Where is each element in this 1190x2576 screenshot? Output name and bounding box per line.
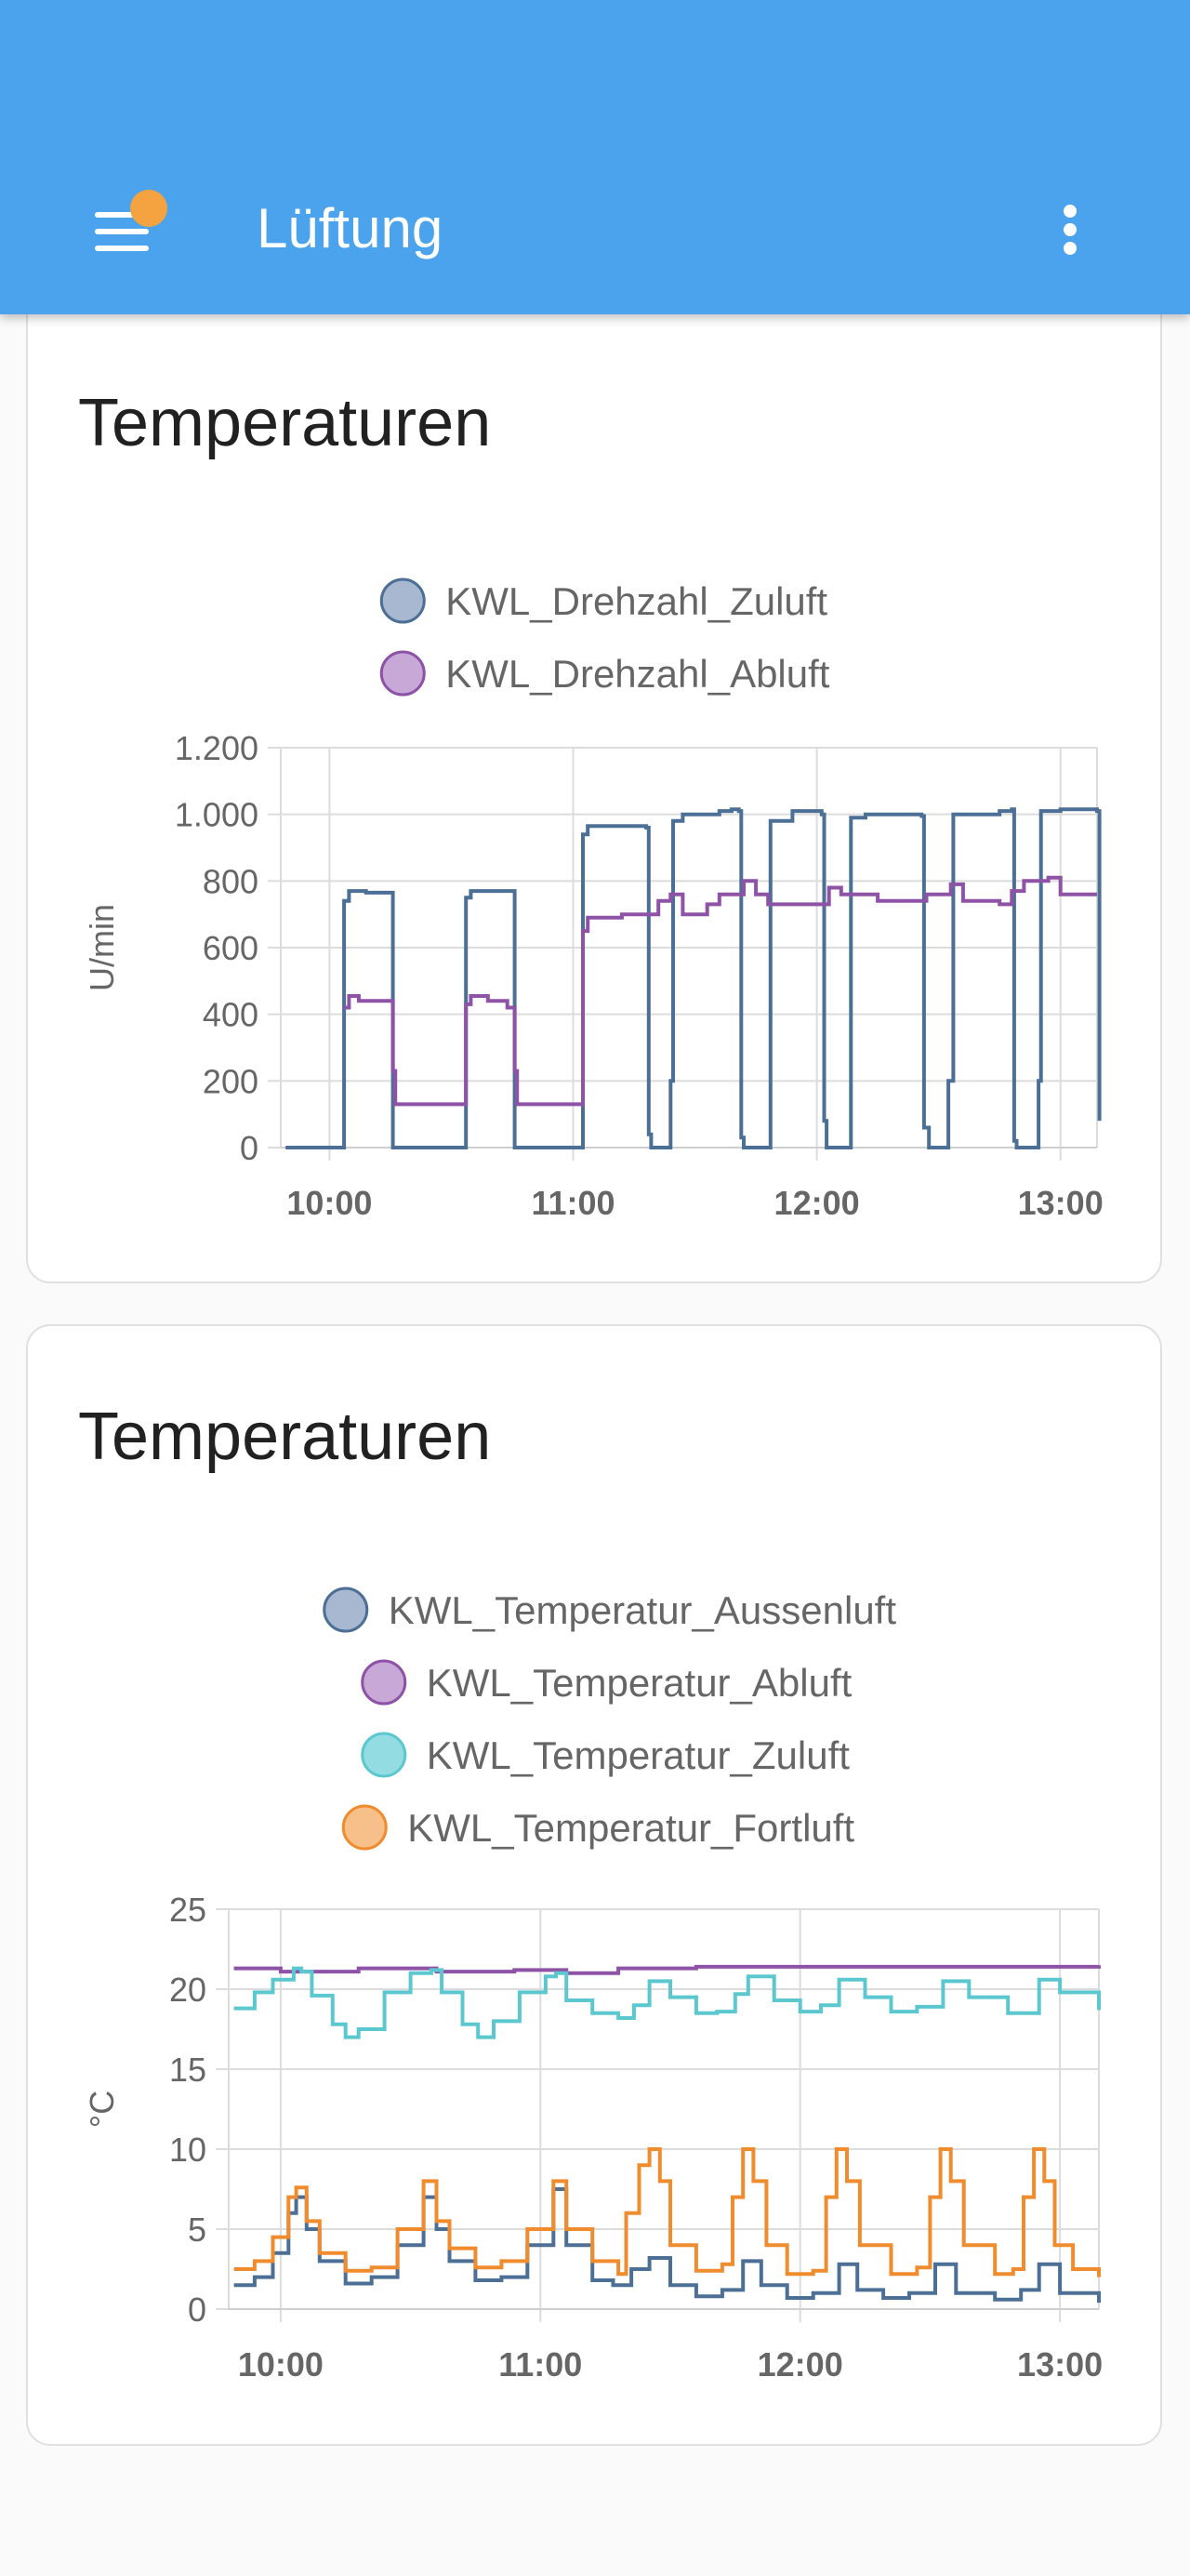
series-line xyxy=(285,807,1102,1149)
legend-label: KWL_Temperatur_Aussenluft xyxy=(389,1588,897,1632)
y-tick-label: 800 xyxy=(203,862,258,900)
series-line xyxy=(233,1964,1101,1975)
series-line xyxy=(344,875,1097,1107)
series-line xyxy=(233,2147,1101,2277)
speed-chart-card: Temperaturen KWL_Drehzahl_Zuluft KWL_Dreh… xyxy=(26,307,1162,1283)
card-title: Temperaturen xyxy=(78,1400,492,1474)
y-tick-label: 600 xyxy=(203,929,258,967)
legend-swatch xyxy=(323,1587,369,1633)
legend-item: KWL_Temperatur_Abluft xyxy=(361,1659,853,1706)
x-tick-label: 10:00 xyxy=(238,2345,324,2383)
legend-label: KWL_Temperatur_Abluft xyxy=(427,1661,853,1705)
legend-swatch xyxy=(379,578,426,624)
series-line xyxy=(233,1966,1101,2039)
legend-swatch xyxy=(379,650,426,697)
legend-label: KWL_Temperatur_Zuluft xyxy=(427,1733,851,1777)
legend-swatch xyxy=(361,1659,407,1706)
legend-item: KWL_Temperatur_Zuluft xyxy=(361,1732,851,1778)
speed-chart: KWL_Drehzahl_Zuluft KWL_Drehzahl_Abluft 0 2… xyxy=(83,578,1104,1222)
y-axis-label: U/min xyxy=(83,904,121,991)
x-tick-label: 13:00 xyxy=(1017,2345,1103,2383)
temperature-chart: KWL_Temperatur_Aussenluft KWL_Temperatur_… xyxy=(83,1587,1103,2383)
legend-item: KWL_Drehzahl_Abluft xyxy=(379,650,830,697)
legend-item: KWL_Drehzahl_Zuluft xyxy=(379,578,827,624)
y-tick-label: 200 xyxy=(203,1062,258,1100)
y-tick-label: 25 xyxy=(169,1891,206,1929)
overflow-menu-button[interactable] xyxy=(1041,186,1101,272)
y-tick-label: 20 xyxy=(169,1971,206,2009)
more-vert-icon xyxy=(1064,205,1077,218)
x-tick-label: 13:00 xyxy=(1018,1184,1104,1222)
y-tick-label: 1.200 xyxy=(175,729,258,767)
y-tick-label: 1.000 xyxy=(175,796,258,834)
legend-swatch xyxy=(361,1732,407,1778)
menu-button[interactable] xyxy=(74,180,171,277)
y-tick-label: 10 xyxy=(169,2131,206,2169)
legend-item: KWL_Temperatur_Fortluft xyxy=(341,1804,854,1851)
legend-swatch xyxy=(341,1804,388,1851)
x-tick-label: 12:00 xyxy=(758,2345,843,2383)
legend-label: KWL_Temperatur_Fortluft xyxy=(407,1806,854,1850)
hamburger-menu-icon xyxy=(95,212,149,262)
temperature-chart-card: Temperaturen KWL_Temperatur_Aussenluft KW… xyxy=(26,1324,1162,2446)
x-tick-label: 12:00 xyxy=(774,1184,860,1222)
legend-label: KWL_Drehzahl_Zuluft xyxy=(445,579,827,623)
card-title: Temperaturen xyxy=(78,386,492,460)
app-bar: Lüftung xyxy=(0,0,1190,314)
legend-label: KWL_Drehzahl_Abluft xyxy=(445,652,830,696)
y-axis-label: °C xyxy=(83,2091,121,2128)
x-tick-label: 11:00 xyxy=(498,2345,582,2383)
y-tick-label: 15 xyxy=(169,2051,206,2089)
y-tick-label: 5 xyxy=(188,2211,206,2249)
y-tick-label: 400 xyxy=(203,996,258,1034)
x-tick-label: 11:00 xyxy=(531,1184,615,1222)
y-tick-label: 0 xyxy=(240,1129,258,1167)
x-tick-label: 10:00 xyxy=(286,1184,372,1222)
legend-item: KWL_Temperatur_Aussenluft xyxy=(323,1587,897,1633)
y-tick-label: 0 xyxy=(188,2291,206,2329)
notification-badge xyxy=(130,190,167,227)
app-title: Lüftung xyxy=(257,197,443,259)
